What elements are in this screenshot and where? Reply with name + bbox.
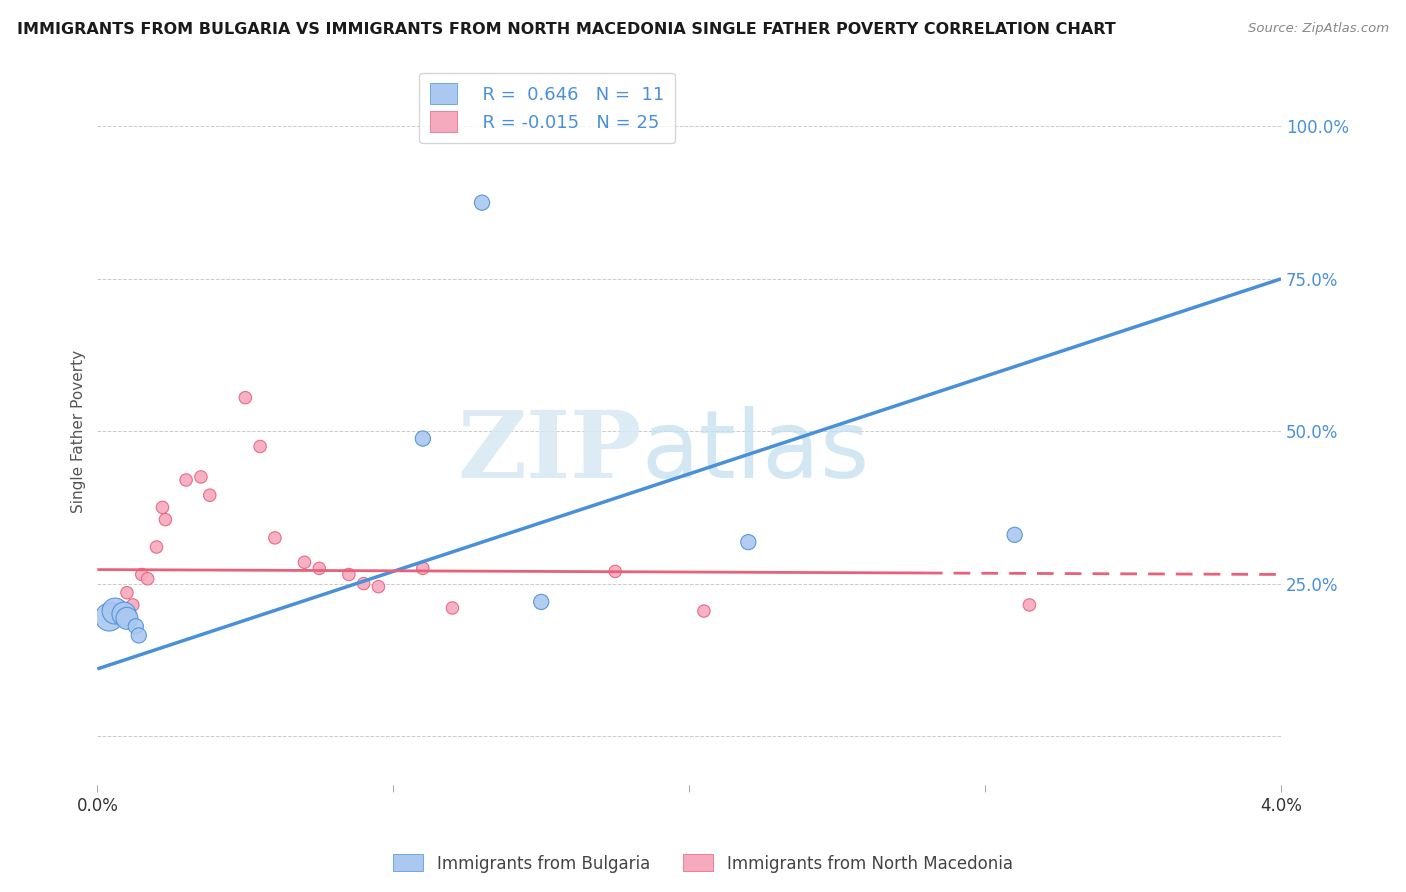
Point bbox=[107, 610, 129, 624]
Point bbox=[198, 488, 221, 502]
Point bbox=[249, 440, 271, 454]
Legend:   R =  0.646   N =  11,   R = -0.015   N = 25: R = 0.646 N = 11, R = -0.015 N = 25 bbox=[419, 72, 675, 144]
Point bbox=[112, 607, 135, 621]
Point bbox=[737, 535, 759, 549]
Point bbox=[353, 576, 375, 591]
Text: atlas: atlas bbox=[641, 407, 870, 499]
Point bbox=[104, 604, 127, 618]
Point bbox=[155, 513, 177, 527]
Point bbox=[337, 567, 360, 582]
Point bbox=[115, 586, 138, 600]
Point bbox=[530, 595, 553, 609]
Point bbox=[1018, 598, 1040, 612]
Point bbox=[441, 601, 464, 615]
Point bbox=[98, 610, 121, 624]
Text: IMMIGRANTS FROM BULGARIA VS IMMIGRANTS FROM NORTH MACEDONIA SINGLE FATHER POVERT: IMMIGRANTS FROM BULGARIA VS IMMIGRANTS F… bbox=[17, 22, 1115, 37]
Point bbox=[308, 561, 330, 575]
Point bbox=[233, 391, 256, 405]
Point bbox=[412, 432, 434, 446]
Point bbox=[264, 531, 287, 545]
Point bbox=[101, 601, 124, 615]
Point bbox=[128, 628, 150, 642]
Point bbox=[136, 572, 159, 586]
Text: Source: ZipAtlas.com: Source: ZipAtlas.com bbox=[1249, 22, 1389, 36]
Point bbox=[131, 567, 153, 582]
Point bbox=[367, 580, 389, 594]
Point bbox=[471, 195, 494, 210]
Legend: Immigrants from Bulgaria, Immigrants from North Macedonia: Immigrants from Bulgaria, Immigrants fro… bbox=[387, 847, 1019, 880]
Point bbox=[152, 500, 174, 515]
Point bbox=[605, 565, 627, 579]
Text: ZIP: ZIP bbox=[457, 408, 641, 498]
Point bbox=[121, 598, 143, 612]
Point bbox=[190, 470, 212, 484]
Point bbox=[174, 473, 197, 487]
Point bbox=[1004, 528, 1026, 542]
Point bbox=[412, 561, 434, 575]
Point bbox=[693, 604, 716, 618]
Y-axis label: Single Father Poverty: Single Father Poverty bbox=[72, 350, 86, 513]
Point bbox=[125, 619, 148, 633]
Point bbox=[115, 611, 138, 625]
Point bbox=[145, 540, 167, 554]
Point bbox=[294, 555, 316, 569]
